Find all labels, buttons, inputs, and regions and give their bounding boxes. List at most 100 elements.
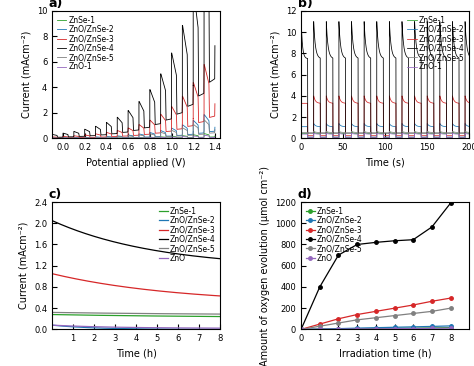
- Line: ZnSe-1: ZnSe-1: [53, 314, 220, 317]
- ZnO/ZnSe-5: [212, 127, 218, 132]
- ZnO/ZnSe-5: [359, 135, 365, 140]
- ZnO/ZnSe-5: [218, 312, 223, 316]
- ZnO-1: [432, 136, 438, 140]
- ZnO/ZnSe-3: [218, 294, 223, 298]
- ZnO/ZnSe-2: [201, 112, 207, 117]
- ZnO/ZnSe-2: [147, 327, 153, 331]
- ZnO: [317, 327, 323, 332]
- ZnO/ZnSe-4: [373, 240, 379, 244]
- ZnO-1: [55, 136, 60, 141]
- ZnO/ZnSe-2: [61, 324, 66, 328]
- ZnSe-1: [423, 136, 428, 140]
- ZnSe-1: [373, 326, 379, 331]
- ZnO/ZnSe-2: [466, 124, 472, 128]
- Legend: ZnSe-1, ZnO/ZnSe-2, ZnO/ZnSe-3, ZnO/ZnSe-4, ZnO/ZnSe-5, ZnO: ZnSe-1, ZnO/ZnSe-2, ZnO/ZnSe-3, ZnO/ZnSe…: [305, 206, 364, 263]
- ZnO/ZnSe-5: [298, 130, 304, 135]
- ZnO/ZnSe-2: [50, 323, 56, 328]
- ZnO/ZnSe-4: [448, 201, 454, 205]
- ZnO: [61, 324, 66, 328]
- ZnO/ZnSe-2: [410, 325, 416, 329]
- ZnO/ZnSe-4: [359, 131, 365, 135]
- Line: ZnO/ZnSe-5: ZnO/ZnSe-5: [299, 306, 452, 331]
- ZnO: [218, 326, 223, 330]
- ZnO/ZnSe-5: [311, 129, 317, 134]
- ZnO/ZnSe-4: [194, 254, 200, 258]
- ZnO: [354, 327, 360, 331]
- ZnO/ZnSe-3: [410, 303, 416, 307]
- ZnO/ZnSe-3: [120, 134, 126, 138]
- ZnO/ZnSe-3: [311, 94, 317, 98]
- ZnO-1: [49, 136, 55, 141]
- Text: a): a): [49, 0, 63, 10]
- ZnO/ZnSe-4: [305, 131, 310, 135]
- Line: ZnO-1: ZnO-1: [52, 135, 215, 138]
- ZnO/ZnSe-2: [398, 135, 403, 139]
- ZnO/ZnSe-5: [194, 312, 200, 316]
- ZnO-1: [305, 136, 310, 140]
- ZnO/ZnSe-2: [405, 124, 411, 129]
- ZnO/ZnSe-4: [169, 106, 174, 110]
- ZnO: [147, 325, 153, 330]
- ZnO/ZnSe-3: [317, 322, 323, 326]
- ZnO/ZnSe-4: [405, 56, 411, 60]
- ZnO/ZnSe-4: [317, 285, 323, 289]
- ZnO/ZnSe-5: [71, 135, 77, 140]
- ZnO/ZnSe-2: [307, 135, 312, 139]
- ZnO/ZnSe-3: [354, 312, 360, 317]
- ZnO-1: [212, 135, 218, 139]
- Line: ZnO/ZnSe-5: ZnO/ZnSe-5: [52, 120, 215, 138]
- ZnO-1: [71, 136, 77, 141]
- ZnO-1: [311, 131, 317, 135]
- ZnSe-1: [177, 314, 183, 318]
- ZnO/ZnSe-4: [432, 131, 438, 135]
- ZnO/ZnSe-3: [50, 272, 56, 276]
- ZnO/ZnSe-2: [194, 327, 200, 332]
- ZnO/ZnSe-4: [429, 225, 435, 229]
- Line: ZnO: ZnO: [299, 326, 452, 331]
- Y-axis label: Current (mAcm⁻²): Current (mAcm⁻²): [21, 31, 31, 118]
- Line: ZnO/ZnSe-4: ZnO/ZnSe-4: [299, 201, 452, 331]
- ZnSe-1: [201, 131, 207, 136]
- ZnO/ZnSe-3: [49, 136, 55, 140]
- ZnO/ZnSe-5: [49, 136, 55, 140]
- ZnSe-1: [466, 131, 472, 136]
- ZnO/ZnSe-5: [50, 310, 56, 315]
- ZnO/ZnSe-2: [392, 325, 397, 329]
- ZnO/ZnSe-2: [49, 136, 55, 141]
- ZnSe-1: [147, 314, 153, 318]
- ZnO/ZnSe-2: [120, 135, 126, 140]
- ZnO/ZnSe-5: [405, 130, 411, 135]
- ZnO/ZnSe-2: [114, 135, 120, 140]
- ZnO/ZnSe-4: [55, 135, 60, 139]
- ZnO/ZnSe-5: [398, 135, 403, 140]
- ZnO/ZnSe-4: [120, 130, 126, 135]
- ZnSe-1: [120, 136, 126, 141]
- ZnO/ZnSe-2: [71, 135, 77, 140]
- Line: ZnO/ZnSe-2: ZnO/ZnSe-2: [299, 324, 452, 331]
- ZnO/ZnSe-2: [49, 136, 55, 140]
- ZnSe-1: [448, 325, 454, 330]
- ZnO/ZnSe-5: [354, 318, 360, 322]
- ZnO: [194, 326, 200, 330]
- Line: ZnO/ZnSe-4: ZnO/ZnSe-4: [52, 0, 215, 137]
- ZnO/ZnSe-3: [432, 134, 438, 138]
- ZnO-1: [398, 136, 403, 140]
- Line: ZnSe-1: ZnSe-1: [301, 132, 469, 138]
- ZnO-1: [114, 136, 120, 141]
- ZnO-1: [405, 132, 411, 136]
- ZnO/ZnSe-5: [410, 311, 416, 315]
- ZnO/ZnSe-3: [373, 309, 379, 314]
- Line: ZnO-1: ZnO-1: [301, 133, 469, 138]
- ZnSe-1: [71, 136, 77, 141]
- ZnO: [373, 327, 379, 331]
- ZnO/ZnSe-3: [398, 134, 403, 138]
- X-axis label: Irradiation time (h): Irradiation time (h): [339, 349, 431, 359]
- ZnO: [429, 326, 435, 330]
- ZnSe-1: [392, 326, 397, 330]
- ZnO/ZnSe-4: [354, 242, 360, 247]
- ZnSe-1: [218, 314, 223, 319]
- ZnO/ZnSe-3: [423, 134, 428, 138]
- ZnSe-1: [305, 136, 310, 140]
- ZnO-1: [359, 136, 365, 140]
- ZnO/ZnSe-5: [317, 324, 323, 328]
